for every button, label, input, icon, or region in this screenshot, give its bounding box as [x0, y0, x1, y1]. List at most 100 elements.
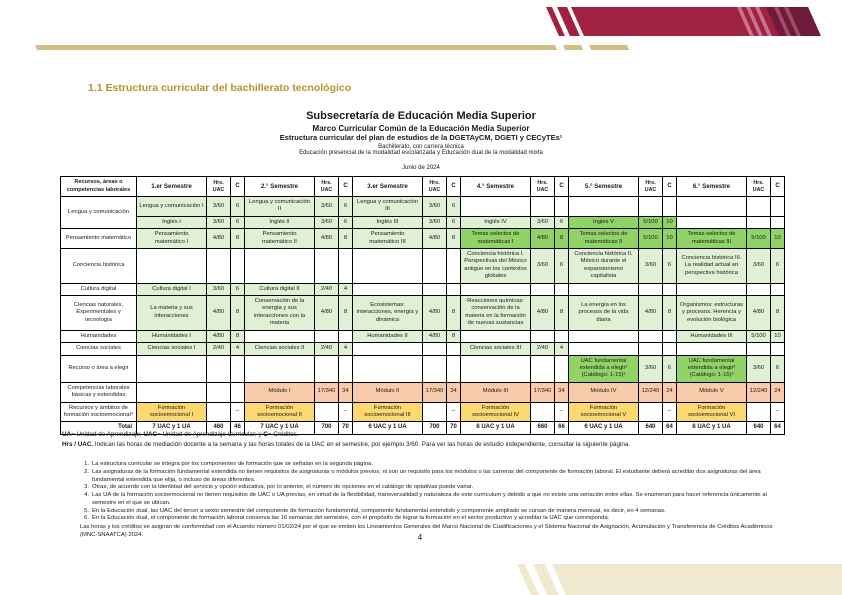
credits-cell — [446, 342, 461, 356]
hrs-cell: 4/80 — [206, 329, 231, 344]
footnote-item: 6. En la Educación dual, el componente d… — [80, 515, 780, 523]
credits-cell — [554, 354, 569, 383]
hrs-cell: 3/60 — [206, 196, 231, 217]
hrs-uac-header: Hrs. UAC — [206, 176, 231, 197]
category-label: Humanidades — [60, 329, 137, 344]
uac-cell — [136, 381, 207, 403]
semester-header: 3.er Semestre — [352, 176, 423, 197]
credits-header: C — [554, 176, 569, 197]
hrs-cell: 17/340 — [422, 381, 447, 403]
footnote-text: Otras, de acuerdo con la identidad del s… — [92, 484, 474, 491]
uac-cell — [676, 196, 747, 217]
semester-header: 2.° Semestre — [244, 176, 315, 197]
credits-cell: -- — [770, 401, 785, 423]
uac-cell: Humanidades III — [676, 329, 747, 344]
uac-cell: La energía en los procesos de la vida di… — [568, 295, 639, 331]
footnote-item: 3. Otras, de acuerdo con la identidad de… — [80, 484, 780, 492]
legend-term: UAC — [143, 431, 158, 438]
hrs-cell — [422, 342, 447, 356]
hrs-cell: 17/340 — [530, 381, 555, 403]
table-row: Ciencias sociales Ciencias sociales I 2/40… — [60, 342, 785, 356]
credits-cell — [554, 196, 569, 217]
credits-cell: 8 — [554, 228, 569, 250]
uac-cell: Conciencia histórica II. México durante … — [568, 248, 639, 284]
credits-cell — [662, 329, 677, 344]
uac-cell — [676, 215, 747, 230]
table-row: Inglés I 3/60 6 Inglés II 3/60 6 Inglés III 3/6… — [61, 215, 785, 230]
hrs-cell — [206, 381, 231, 403]
hrs-cell — [746, 401, 771, 423]
credits-cell: 8 — [446, 228, 461, 250]
uac-cell: Conciencia histórica III. La realidad ac… — [676, 248, 747, 284]
credits-cell: 4 — [554, 342, 569, 356]
hrs-cell: 3/60 — [422, 196, 447, 217]
uac-cell: Inglés II — [244, 215, 315, 230]
hrs-cell: 5/100 — [746, 329, 771, 344]
uac-cell — [568, 342, 639, 356]
table-row: Recursos y ámbitos de formación socioemo… — [60, 401, 785, 423]
uac-cell — [568, 329, 639, 344]
uac-cell — [460, 354, 531, 383]
header-subtitle-4: Educación presencial de la modalidad esc… — [299, 150, 543, 156]
uac-cell — [244, 248, 315, 284]
uac-cell: Humanidades I — [136, 329, 207, 344]
category-label: Ciencias sociales — [60, 342, 137, 356]
hrs-cell: 2/40 — [530, 342, 555, 356]
curriculum-table: Recursos, áreas o competencias laborales… — [60, 176, 785, 436]
hrs-cell: 4/80 — [314, 228, 339, 250]
uac-cell: Humanidades II — [352, 329, 423, 344]
hrs-cell: 3/60 — [530, 248, 555, 284]
uac-cell — [136, 248, 207, 284]
credits-cell — [554, 329, 569, 344]
category-label: Ciencias naturales, Experimentales y tec… — [60, 295, 137, 331]
uac-cell: Formación socioemocional IV — [460, 401, 531, 423]
credits-cell — [662, 282, 677, 297]
uac-cell: Inglés I — [136, 215, 207, 230]
uac-cell: Módulo V — [676, 381, 747, 403]
gold-dash-icon — [589, 45, 630, 50]
credits-cell: -- — [554, 401, 569, 423]
uac-cell: Módulo IV — [568, 381, 639, 403]
hrs-cell — [746, 342, 771, 356]
credits-cell: 6 — [230, 282, 245, 297]
credits-cell: 70 — [338, 421, 353, 436]
credits-cell: 6 — [770, 354, 785, 383]
hrs-uac-header: Hrs. UAC — [422, 176, 447, 197]
hrs-cell: 4/80 — [530, 228, 555, 250]
table-corner-header: Recursos, áreas o competencias laborales — [60, 176, 137, 197]
credits-cell: 8 — [230, 295, 245, 331]
legend-definition: = Créditos. — [267, 431, 299, 438]
credits-cell: 24 — [770, 381, 785, 403]
credits-header: C — [230, 176, 245, 197]
credits-cell: 6 — [554, 248, 569, 284]
credits-cell: 8 — [230, 329, 245, 344]
hrs-cell: 3/60 — [206, 215, 231, 230]
footnote-text: Las UA de la formación socioemocional no… — [92, 492, 767, 506]
credits-cell: -- — [230, 401, 245, 423]
category-label: Recurso o área a elegir — [60, 354, 137, 383]
hrs-cell — [422, 354, 447, 383]
credits-cell: 6 — [662, 248, 677, 284]
hrs-uac-header: Hrs. UAC — [746, 176, 771, 197]
band-main — [552, 564, 842, 595]
hrs-cell: 2/40 — [206, 342, 231, 356]
uac-cell — [460, 282, 531, 297]
credits-cell: 34 — [338, 381, 353, 403]
hrs-cell: 3/60 — [746, 248, 771, 284]
uac-cell: Módulo I — [244, 381, 315, 403]
hrs-cell: 3/60 — [638, 248, 663, 284]
hrs-uac-header: Hrs. UAC — [530, 176, 555, 197]
hrs-cell — [206, 248, 231, 284]
uac-cell — [568, 282, 639, 297]
uac-cell: 7 UAC y 1 UA — [244, 421, 315, 436]
uac-cell: Conciencia histórica I. Perspectivas del… — [460, 248, 531, 284]
credits-cell: 6 — [230, 215, 245, 230]
uac-cell: Ciencias sociales I — [136, 342, 207, 356]
credits-cell — [338, 329, 353, 344]
hrs-cell — [746, 215, 771, 230]
table-row: Competencias laborales básicas y extendi… — [60, 381, 785, 403]
footnote-text: En la Educación dual, el componente de f… — [92, 515, 610, 522]
credits-cell: -- — [338, 401, 353, 423]
hrs-cell — [206, 401, 231, 423]
